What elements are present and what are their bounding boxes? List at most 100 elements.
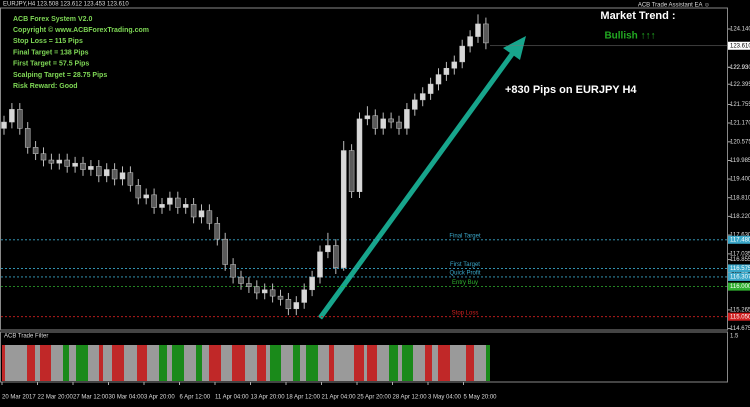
indicator-panel	[0, 331, 728, 383]
y-tick-label: 114.675	[730, 326, 750, 332]
x-tick-label: 6 Apr 12:00	[180, 395, 211, 401]
x-tick-label: 25 Apr 20:00	[357, 395, 392, 401]
candle-body	[372, 115, 379, 129]
filter-bar	[432, 345, 438, 381]
filter-bar	[334, 345, 342, 381]
indicator-tick: 1.5	[730, 334, 739, 340]
level-price-box	[728, 272, 750, 281]
candle-body	[40, 153, 47, 161]
filter-bar	[63, 345, 69, 381]
current-price-box	[728, 41, 750, 50]
filter-bar	[40, 345, 51, 381]
candle-body	[340, 150, 347, 268]
candle-body	[301, 289, 307, 303]
candle-body	[317, 251, 323, 278]
level-name: Quick Profit	[449, 270, 480, 276]
filter-bar	[450, 345, 461, 381]
candle-body	[119, 172, 126, 180]
level-price: 116.307	[730, 274, 750, 280]
filter-bar	[402, 345, 413, 381]
filter-bar	[367, 345, 377, 381]
candle-body	[254, 286, 260, 294]
y-tick-label: 120.575	[730, 139, 750, 145]
y-tick-label: 121.170	[730, 121, 750, 127]
filter-bar	[413, 345, 425, 381]
annotation: +830 Pips on EURJPY H4	[505, 84, 637, 96]
candle-body	[404, 109, 410, 129]
candle-body	[96, 166, 102, 177]
candle-body	[261, 289, 268, 294]
main-panel	[0, 7, 728, 331]
filter-bar	[342, 345, 354, 381]
x-tick-label: 22 Mar 20:00	[38, 395, 74, 401]
candle-body	[72, 162, 78, 167]
arrow-head	[503, 36, 526, 60]
x-tick-label: 3 Apr 20:00	[144, 395, 175, 401]
candle-body	[412, 99, 418, 110]
filter-bar	[202, 345, 209, 381]
candle-body	[309, 276, 315, 291]
filter-bar	[196, 345, 202, 381]
candle-body	[364, 115, 371, 120]
candle-body	[285, 299, 292, 310]
filter-bar	[474, 345, 486, 381]
candle-body	[88, 166, 94, 170]
level-price-box	[728, 264, 750, 273]
filter-bar	[5, 345, 15, 381]
filter-bar	[99, 345, 103, 381]
level-price: 116.575	[730, 266, 750, 272]
info-line: Risk Reward: Good	[13, 83, 78, 90]
candle-body	[325, 245, 331, 253]
y-tick-label: 119.985	[730, 158, 750, 164]
candle-body	[167, 197, 173, 205]
filter-bar	[329, 345, 334, 381]
candle-body	[111, 169, 118, 180]
level-name: First Target	[450, 262, 480, 268]
info-line: Scalping Target = 28.75 Pips	[13, 72, 107, 79]
candle-body	[135, 185, 142, 199]
level-price-box	[728, 235, 750, 244]
candle-body	[56, 159, 63, 164]
filter-bar	[147, 345, 159, 381]
trend-arrow	[317, 36, 526, 320]
y-tick-label: 122.93	[730, 65, 749, 71]
y-tick-label: 124.140	[730, 27, 750, 33]
filter-bar	[221, 345, 232, 381]
candle-body	[32, 147, 39, 154]
trend-title: Market Trend :	[600, 10, 675, 22]
current-price: 123.610	[730, 43, 750, 49]
info-line: Stop Loss = 115 Pips	[13, 38, 83, 45]
candle-body	[190, 204, 197, 218]
filter-bar	[232, 345, 236, 381]
y-tick-label: 117.630	[730, 233, 750, 239]
candle-body	[1, 121, 7, 129]
filter-bar	[124, 345, 134, 381]
candle-body	[459, 45, 465, 63]
filter-bar	[364, 345, 367, 381]
header: EURJPY,H4 123.508 123.612 123.453 123.61…	[3, 2, 129, 8]
filter-bar	[270, 345, 281, 381]
filter-bar	[103, 345, 112, 381]
candle-body	[222, 238, 228, 265]
filter-bar	[209, 345, 221, 381]
filter-bar	[69, 345, 76, 381]
filter-bar	[461, 345, 466, 381]
y-tick-label: 122.930	[730, 65, 750, 71]
x-tick-label: 11 Apr 04:00	[215, 395, 249, 401]
candle-body	[443, 67, 450, 75]
filter-bar	[15, 345, 27, 381]
candle-body	[48, 159, 55, 164]
x-tick-label: 30 Mar 04:00	[109, 395, 145, 401]
y-tick-label: 118.220	[730, 214, 750, 220]
filter-bar	[159, 345, 167, 381]
y-tick-label: 115.265	[730, 307, 750, 313]
filter-bar	[389, 345, 398, 381]
y-tick-label: 122.395	[730, 82, 750, 88]
candle-body	[17, 109, 23, 129]
y-tick-label: 119.400	[730, 177, 750, 183]
filter-bar	[35, 345, 40, 381]
filter-bar	[167, 345, 172, 381]
candle-body	[175, 197, 181, 208]
